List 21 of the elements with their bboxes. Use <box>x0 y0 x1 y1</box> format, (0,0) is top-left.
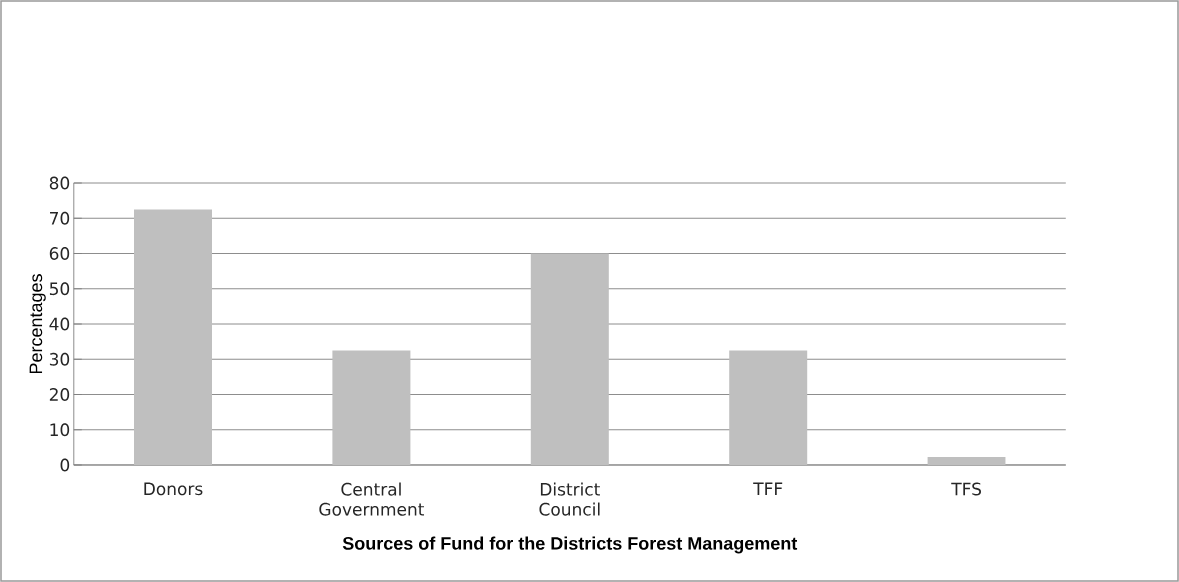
bar <box>134 209 212 465</box>
y-tick-label: 80 <box>49 176 70 190</box>
y-tick-label: 60 <box>49 247 70 260</box>
x-tick-label: TFF <box>753 482 783 495</box>
x-tick-label: Central Government <box>319 482 425 516</box>
y-axis-title: Percentages <box>29 274 46 374</box>
y-tick-label: 30 <box>49 352 70 366</box>
y-tick-label: 70 <box>50 211 70 225</box>
y-tick-label: 50 <box>49 282 70 296</box>
x-axis-title: Sources of Fund for the Districts Forest Management <box>342 536 798 554</box>
y-tick-label: 0 <box>60 458 70 472</box>
bar <box>530 253 609 465</box>
y-tick-label: 20 <box>49 388 70 401</box>
y-tick-label: 10 <box>50 423 70 437</box>
y-tick-label: 40 <box>49 317 70 331</box>
x-tick-label: Donors <box>144 482 203 496</box>
x-tick-label: TFS <box>951 482 981 496</box>
bar <box>927 456 1006 465</box>
x-tick-label: District Council <box>539 482 600 516</box>
bar <box>729 350 808 465</box>
bar <box>332 350 411 465</box>
